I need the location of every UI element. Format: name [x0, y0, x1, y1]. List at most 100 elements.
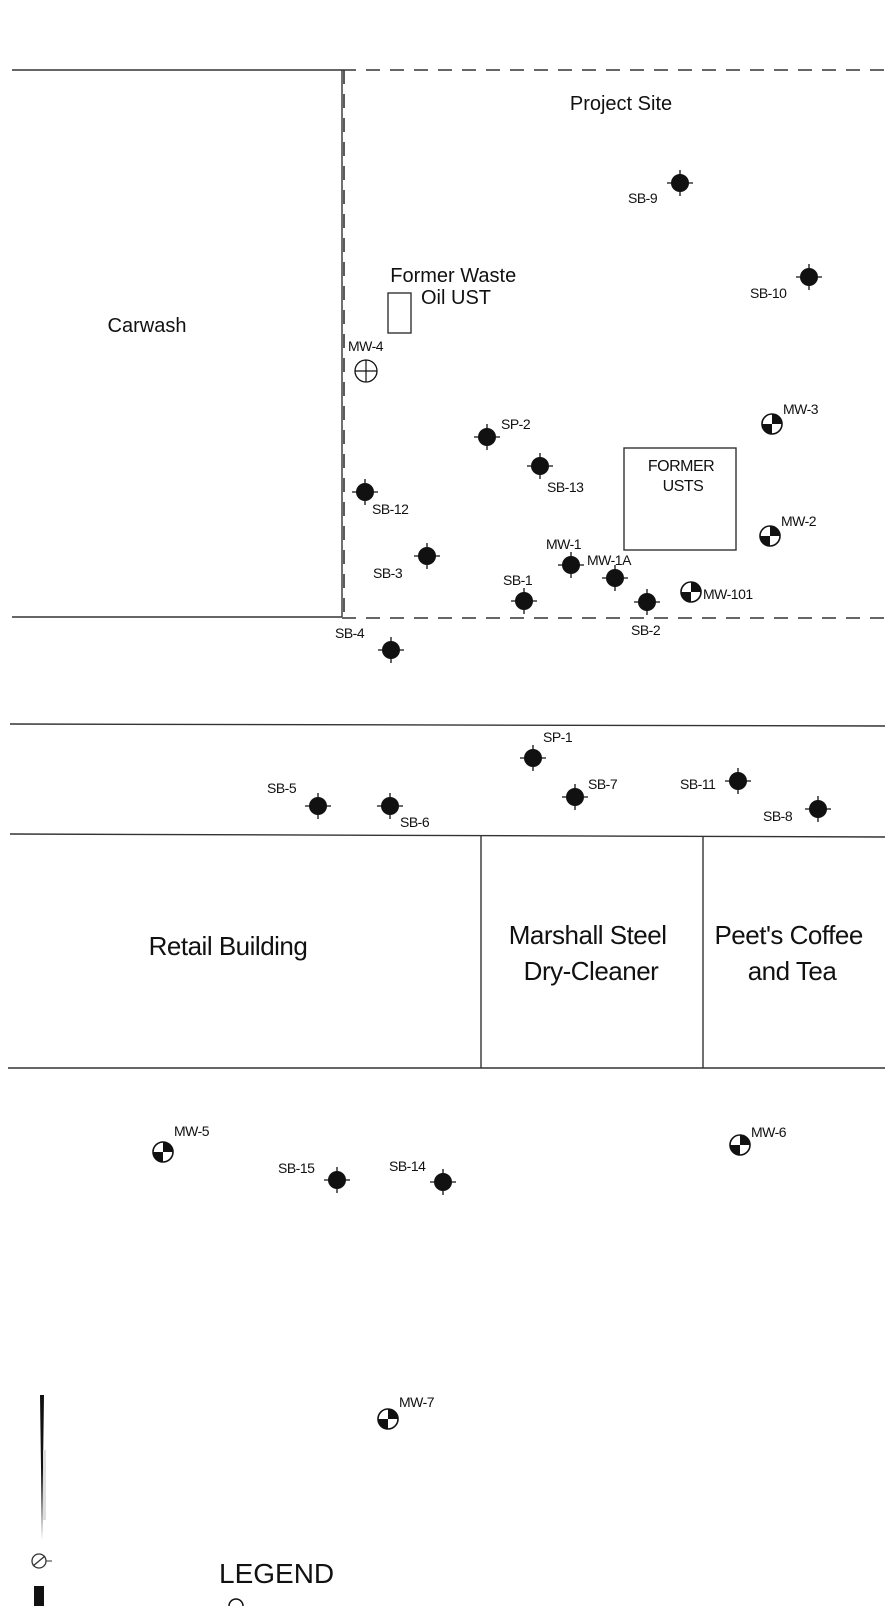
marker-label-mw-1a: MW-1A — [587, 552, 632, 568]
soil-boring-icon — [418, 547, 436, 565]
soil-boring-icon — [524, 749, 542, 767]
former-usts-label: FORMER USTS — [648, 458, 718, 495]
former-waste-oil-ust-label: Former Waste Oil UST — [390, 265, 522, 309]
marker-label-sb-8: SB-8 — [763, 808, 793, 824]
well-quadrant-sw — [762, 424, 772, 434]
soil-boring-icon — [328, 1171, 346, 1189]
legend-title: LEGEND — [219, 1558, 334, 1589]
marker-sb-10: SB-10 — [750, 264, 822, 301]
marker-mw-1: MW-1 — [546, 536, 584, 578]
well-quadrant-ne — [740, 1135, 750, 1145]
marker-label-mw-2: MW-2 — [781, 513, 817, 529]
marker-sb-4: SB-4 — [335, 625, 404, 663]
marker-sb-7: SB-7 — [562, 776, 618, 810]
marker-mw-7: MW-7 — [377, 1394, 435, 1430]
soil-boring-icon — [309, 797, 327, 815]
marker-label-sb-11: SB-11 — [680, 776, 716, 792]
well-quadrant-sw — [760, 536, 770, 546]
dry-cleaner-line-1: Marshall Steel — [509, 920, 667, 950]
scale-bar — [34, 1586, 44, 1606]
compass-needle — [32, 1555, 46, 1567]
marker-label-sb-4: SB-4 — [335, 625, 365, 641]
marker-sb-14: SB-14 — [389, 1158, 456, 1195]
marker-sb-9: SB-9 — [628, 170, 693, 206]
marker-sb-6: SB-6 — [377, 793, 430, 830]
former-usts-line-1: FORMER — [648, 458, 714, 475]
marker-mw-101: MW-101 — [680, 581, 754, 603]
north-arrow-annotation — [43, 1450, 46, 1520]
marker-label-mw-1: MW-1 — [546, 536, 582, 552]
marker-label-mw-3: MW-3 — [783, 401, 819, 417]
marker-label-mw-101: MW-101 — [703, 586, 753, 602]
project-site-label: Project Site — [570, 93, 672, 115]
soil-boring-icon — [566, 788, 584, 806]
marker-mw-2: MW-2 — [759, 513, 817, 547]
well-quadrant-ne — [163, 1142, 173, 1152]
soil-boring-icon — [729, 772, 747, 790]
well-quadrant-ne — [388, 1409, 398, 1419]
well-quadrant-sw — [378, 1419, 388, 1429]
marker-label-sb-5: SB-5 — [267, 780, 297, 796]
marker-sp-1: SP-1 — [520, 729, 573, 771]
marker-label-sb-7: SB-7 — [588, 776, 618, 792]
marker-label-sb-12: SB-12 — [372, 501, 409, 517]
soil-boring-icon — [671, 174, 689, 192]
legend-well-icon — [228, 1598, 244, 1606]
soil-boring-icon — [638, 593, 656, 611]
soil-boring-icon — [382, 641, 400, 659]
well-quadrant-ne — [770, 526, 780, 536]
marker-mw-6: MW-6 — [729, 1124, 787, 1156]
area-labels: Project Site Carwash Former Waste Oil US… — [108, 93, 718, 495]
marker-mw-1a: MW-1A — [587, 552, 633, 591]
marker-mw-4: MW-4 — [348, 338, 384, 383]
marker-label-sp-1: SP-1 — [543, 729, 573, 745]
sample-locations: SB-9 SB-10 MW-4 MW-3 SP-2 SB-13 SB-12 MW-2 SB-3 M… — [152, 170, 831, 1430]
dry-cleaner-line-2: Dry-Cleaner — [524, 956, 659, 986]
marker-label-sp-2: SP-2 — [501, 416, 531, 432]
peets-label: Peet's Coffee and Tea — [714, 920, 869, 986]
marker-sb-13: SB-13 — [527, 453, 585, 495]
street-north-edge — [9, 723, 885, 727]
marker-label-sb-1: SB-1 — [503, 572, 533, 588]
marker-sb-11: SB-11 — [680, 768, 751, 794]
marker-label-sb-15: SB-15 — [278, 1160, 315, 1176]
soil-boring-icon — [562, 556, 580, 574]
soil-boring-icon — [531, 457, 549, 475]
marker-label-mw-6: MW-6 — [751, 1124, 787, 1140]
carwash-label: Carwash — [108, 315, 187, 337]
street-south-edge — [9, 833, 885, 838]
north-arrow-shaft — [40, 1395, 44, 1540]
marker-label-sb-9: SB-9 — [628, 190, 658, 206]
marker-sb-8: SB-8 — [763, 796, 831, 824]
soil-boring-icon — [381, 797, 399, 815]
marker-label-sb-6: SB-6 — [400, 814, 430, 830]
marker-sb-1: SB-1 — [503, 572, 537, 614]
marker-sb-12: SB-12 — [352, 479, 410, 517]
soil-boring-icon — [515, 592, 533, 610]
soil-boring-icon — [809, 800, 827, 818]
site-boundaries — [8, 69, 885, 1069]
retail-building-label: Retail Building — [149, 931, 308, 961]
waste-oil-ust-outline — [387, 292, 412, 334]
peets-line-2: and Tea — [748, 956, 838, 986]
marker-label-mw-4: MW-4 — [348, 338, 384, 354]
marker-sb-5: SB-5 — [267, 780, 331, 819]
marker-label-sb-2: SB-2 — [631, 622, 661, 638]
well-quadrant-ne — [691, 582, 701, 592]
marker-mw-5: MW-5 — [152, 1123, 210, 1163]
former-waste-oil-ust-line-2: Oil UST — [421, 287, 491, 309]
former-usts-line-2: USTS — [663, 478, 704, 495]
marker-label-mw-7: MW-7 — [399, 1394, 435, 1410]
peets-line-1: Peet's Coffee — [714, 920, 862, 950]
soil-boring-icon — [606, 569, 624, 587]
marker-label-sb-13: SB-13 — [547, 479, 584, 495]
marker-sb-3: SB-3 — [373, 543, 440, 581]
dry-cleaner-label: Marshall Steel Dry-Cleaner — [509, 920, 673, 986]
marker-sb-15: SB-15 — [278, 1160, 350, 1193]
marker-mw-3: MW-3 — [761, 401, 819, 435]
former-usts-outline — [623, 447, 737, 551]
well-quadrant-ne — [772, 414, 782, 424]
marker-label-sb-10: SB-10 — [750, 285, 787, 301]
soil-boring-icon — [356, 483, 374, 501]
